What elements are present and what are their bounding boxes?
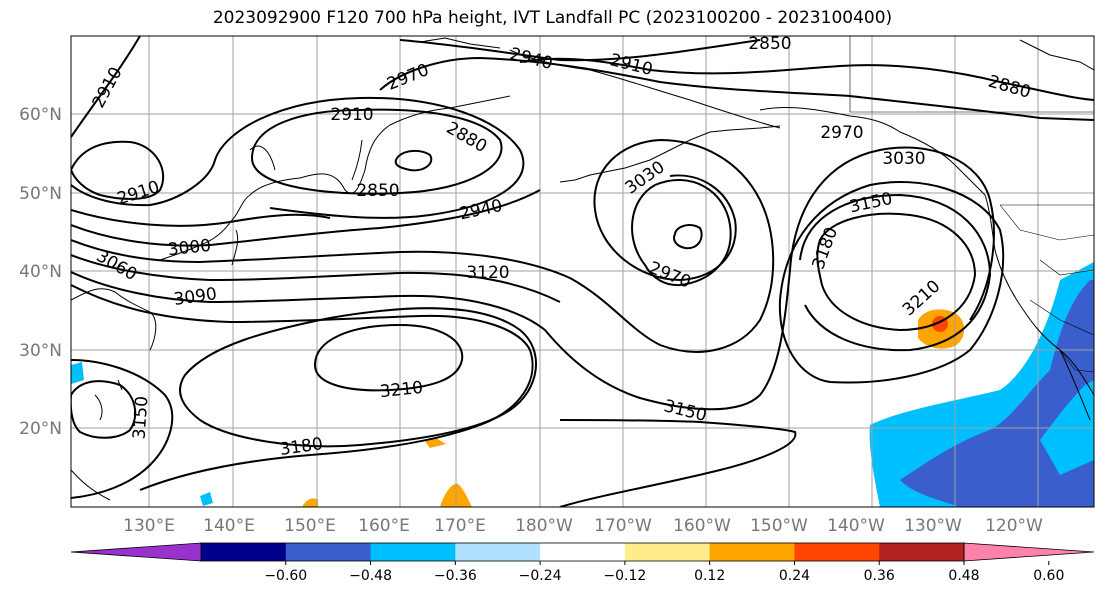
contour-label: 2850 [748,34,791,54]
colorbar-segment [201,543,287,561]
contour-label: 2910 [330,105,373,125]
contour-label: 2850 [356,181,399,201]
graticule [71,36,1094,507]
colorbar-segment [455,543,541,561]
colorbar-segment [879,543,965,561]
colorbar-extend-max [963,542,1095,562]
colorbar-tick-label: 0.48 [948,568,979,584]
colorbar-tick-label: 0.12 [694,568,725,584]
colorbar-tick-label: −0.24 [519,568,562,584]
lon-label: 150°E [284,516,336,536]
contour-label: 2970 [820,123,863,143]
contour-label: 3000 [167,236,212,260]
colorbar-tick-label: −0.60 [264,568,307,584]
colorbar-segment [709,543,795,561]
colorbar-segment [370,543,456,561]
political-borders [849,36,1094,373]
lon-label: 130°W [904,516,962,536]
contour-label: 3030 [882,149,925,169]
lon-label: 120°W [985,516,1043,536]
lon-label: 140°E [203,516,255,536]
colorbar-tick-label: −0.36 [434,568,477,584]
lon-label: 140°W [827,516,885,536]
lat-label: 20°N [19,419,62,439]
lat-label: 40°N [19,262,62,282]
colorbar-segment [794,543,880,561]
lon-label: 170°W [594,516,652,536]
height-contours [71,36,1094,507]
longitude-labels: 130°E 140°E 150°E 160°E 170°E 180°W 170°… [123,516,1043,536]
colorbar-tick-label: 0.60 [1033,568,1064,584]
colorbar-tick-label: −0.48 [349,568,392,584]
ivt-positive-shading [302,309,965,507]
lon-label: 170°E [434,516,486,536]
contour-label: 3120 [466,263,509,283]
contour-label: 3210 [379,378,424,402]
lon-label: 150°W [750,516,808,536]
lat-label: 30°N [19,341,62,361]
lat-label: 50°N [19,184,62,204]
colorbar-tick-label: 0.24 [779,568,810,584]
lat-label: 60°N [19,105,62,125]
map-title: 2023092900 F120 700 hPa height, IVT Land… [212,8,893,28]
lon-label: 160°W [673,516,731,536]
lon-label: 180°W [515,516,573,536]
lon-label: 130°E [123,516,175,536]
colorbar-extend-min [70,542,202,562]
map-frame [70,35,1095,508]
latitude-labels: 60°N 50°N 40°N 30°N 20°N [19,105,62,439]
colorbar-segment [540,543,626,561]
lon-label: 160°E [358,516,410,536]
colorbar-outline [200,542,965,562]
colorbar-segment [285,543,372,561]
colorbar-tick-label: 0.36 [864,568,895,584]
contour-label: 3150 [130,395,153,440]
colorbar: −0.60 −0.48 −0.36 −0.24 −0.12 0.12 0.24 0.36 0.4… [70,542,1095,584]
colorbar-segment [624,543,711,561]
colorbar-tick-label: −0.12 [603,568,646,584]
